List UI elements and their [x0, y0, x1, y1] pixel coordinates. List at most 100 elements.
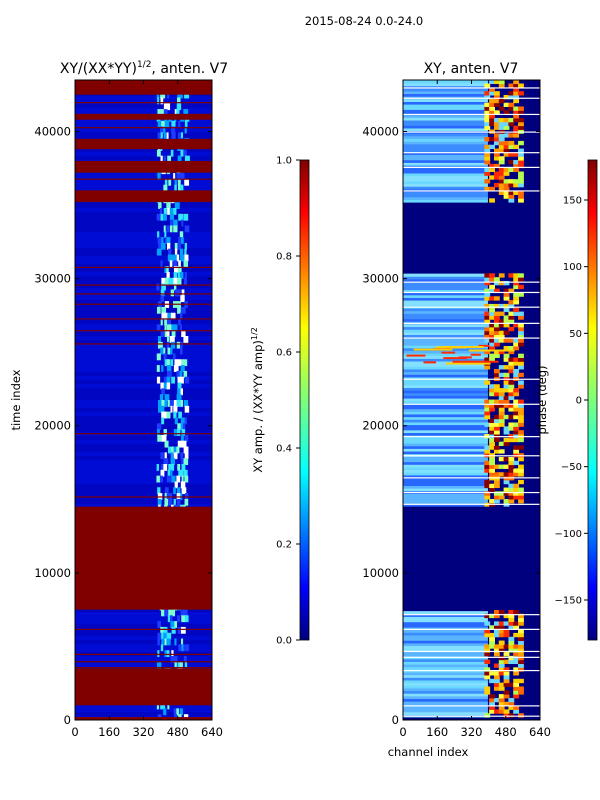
- gap-line: [403, 656, 540, 658]
- heatmap-cell: [163, 632, 168, 640]
- heatmap-cell: [184, 91, 190, 99]
- flagged-band: [75, 668, 212, 706]
- heatmap-cell: [166, 365, 172, 372]
- heatmap-cell: [498, 323, 505, 328]
- heatmap-cell: [484, 468, 491, 473]
- heatmap-cell: [164, 498, 169, 506]
- heatmap-cell: [498, 399, 505, 404]
- heatmap-cell: [518, 456, 524, 462]
- heatmap-row: [403, 395, 488, 399]
- heatmap-cell: [489, 342, 495, 347]
- heatmap-cell: [177, 423, 182, 431]
- heatmap-cell: [518, 171, 524, 176]
- heatmap-cell: [508, 437, 515, 443]
- heatmap-cell: [503, 296, 510, 301]
- heatmap-cell: [493, 445, 500, 450]
- heatmap-cell: [489, 323, 495, 328]
- heatmap-cell: [508, 95, 515, 100]
- heatmap-row: [75, 712, 212, 716]
- gap-line: [403, 152, 540, 154]
- heatmap-cell: [484, 121, 491, 127]
- heatmap-cell: [513, 95, 520, 100]
- heatmap-cell: [518, 372, 524, 378]
- heatmap-row: [75, 284, 212, 288]
- heatmap-cell: [160, 260, 163, 268]
- heatmap-cell: [518, 445, 524, 450]
- heatmap-cell: [163, 109, 168, 116]
- heatmap-cell: [493, 391, 500, 397]
- heatmap-cell: [518, 613, 524, 619]
- heatmap-row: [403, 687, 488, 692]
- heatmap-cell: [513, 694, 520, 699]
- heatmap-cell: [178, 411, 182, 419]
- heatmap-cell: [503, 288, 510, 293]
- heatmap-cell: [489, 91, 495, 96]
- flagged-line: [75, 675, 212, 678]
- heatmap-cell: [513, 182, 520, 188]
- x-tick-label: 640: [201, 725, 223, 739]
- heatmap-cell: [157, 632, 163, 640]
- heatmap-row: [75, 312, 212, 316]
- heatmap-cell: [484, 713, 491, 718]
- heatmap-cell: [513, 87, 520, 92]
- x-tick-label: 320: [461, 725, 483, 739]
- heatmap-cell: [498, 311, 505, 316]
- heatmap-row: [403, 159, 488, 163]
- heatmap-cell: [489, 418, 495, 424]
- heatmap-cell: [484, 502, 491, 508]
- heatmap-cell: [503, 307, 510, 313]
- heatmap-cell: [169, 260, 173, 268]
- heatmap-cell: [183, 277, 187, 285]
- heatmap-cell: [171, 626, 176, 634]
- heatmap-cell: [489, 632, 495, 638]
- heatmap-cell: [159, 394, 164, 401]
- heatmap-cell: [518, 198, 524, 203]
- heatmap-cell: [498, 655, 505, 661]
- heatmap-cell: [180, 452, 184, 460]
- heatmap-cell: [164, 318, 168, 326]
- heatmap-cell: [167, 446, 173, 454]
- heatmap-cell: [489, 422, 495, 427]
- heatmap-cell: [167, 347, 172, 355]
- heatmap-row: [403, 464, 488, 468]
- heatmap-row: [403, 310, 488, 314]
- heatmap-cell: [180, 423, 185, 431]
- heatmap-cell: [508, 682, 515, 687]
- heatmap-cell: [513, 655, 520, 661]
- heatmap-cell: [498, 395, 505, 401]
- heatmap-cell: [484, 411, 491, 416]
- heatmap-cell: [518, 422, 524, 427]
- heatmap-row: [403, 334, 488, 338]
- heatmap-cell: [513, 117, 520, 123]
- heatmap-cell: [498, 414, 505, 420]
- y-tick-label: 0: [64, 713, 71, 727]
- heatmap-cell: [156, 661, 162, 669]
- heatmap-cell: [503, 171, 510, 176]
- heatmap-cell: [508, 495, 515, 500]
- heatmap-cell: [484, 106, 491, 111]
- heatmap-cell: [164, 231, 167, 239]
- gap-line: [403, 378, 540, 380]
- heatmap-row: [75, 152, 212, 156]
- heatmap-cell: [498, 330, 505, 336]
- heatmap-cell: [518, 403, 524, 408]
- heatmap-cell: [493, 686, 500, 691]
- heatmap-cell: [498, 495, 505, 500]
- heatmap-row: [403, 289, 488, 293]
- heatmap-cell: [493, 609, 500, 615]
- heatmap-cell: [164, 609, 169, 617]
- heatmap-cell: [166, 638, 171, 646]
- heatmap-cell: [489, 114, 495, 119]
- heatmap-row: [403, 387, 488, 391]
- heatmap-cell: [518, 338, 524, 343]
- heatmap-cell: [163, 126, 166, 134]
- heatmap-cell: [493, 678, 500, 684]
- heatmap-row: [403, 276, 488, 280]
- right-chart-title: XY, anten. V7: [424, 61, 519, 77]
- heatmap-row: [403, 627, 488, 631]
- heatmap-cell: [177, 91, 180, 99]
- heatmap-cell: [489, 357, 495, 362]
- heatmap-cell: [518, 491, 524, 496]
- gap-line: [403, 491, 540, 494]
- heatmap-cell: [489, 315, 495, 320]
